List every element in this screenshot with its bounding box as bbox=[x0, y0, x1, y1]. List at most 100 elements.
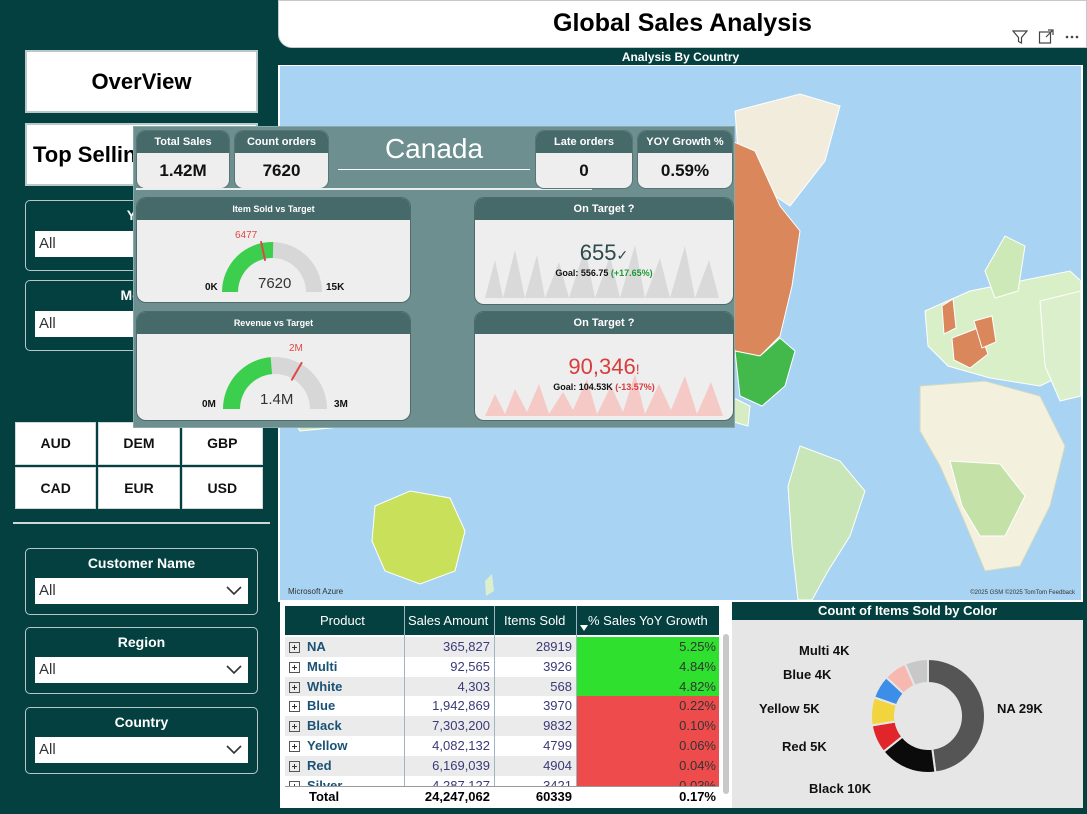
table-row[interactable]: Red 6,169,039 4904 0.04% bbox=[285, 755, 719, 776]
expand-icon[interactable] bbox=[289, 642, 300, 653]
table-header: Product Sales Amount Items Sold % Sales … bbox=[285, 606, 719, 635]
donut-label-black: Black 10K bbox=[809, 781, 872, 796]
table-scrollbar[interactable] bbox=[723, 634, 729, 794]
total-growth: 0.17% bbox=[679, 789, 716, 804]
focus-mode-icon[interactable] bbox=[1038, 29, 1054, 45]
revenue-gauge-value: 1.4M bbox=[260, 391, 294, 408]
map-germany bbox=[973, 315, 997, 349]
revenue-gauge-target: 2M bbox=[289, 343, 303, 354]
kpi-total-sales-value: 1.42M bbox=[159, 161, 207, 180]
items-on-target-line: 655✓ bbox=[475, 240, 733, 266]
currency-aud-button[interactable]: AUD bbox=[15, 422, 97, 465]
column-divider bbox=[494, 606, 495, 806]
revenue-on-target-value: 90,346 bbox=[568, 354, 636, 379]
tooltip-country-name: Canada bbox=[384, 133, 484, 164]
donut-chart[interactable] bbox=[732, 620, 1083, 808]
more-options-icon[interactable] bbox=[1064, 29, 1080, 45]
donut-title: Count of Items Sold by Color bbox=[732, 602, 1083, 620]
region-label: Region bbox=[117, 634, 166, 650]
expand-icon[interactable] bbox=[289, 701, 300, 713]
donut-label-yellow: Yellow 5K bbox=[759, 701, 820, 716]
kpi-yoy-growth-label: YOY Growth % bbox=[638, 131, 732, 153]
map-south-america bbox=[787, 445, 866, 600]
product-table: Product Sales Amount Items Sold % Sales … bbox=[280, 602, 732, 808]
kpi-late-orders-label: Late orders bbox=[536, 131, 632, 153]
currency-eur-button[interactable]: EUR bbox=[98, 466, 180, 509]
expand-icon[interactable] bbox=[289, 721, 300, 733]
donut-label-multi: Multi 4K bbox=[799, 643, 850, 658]
sales-amount: 92,565 bbox=[450, 658, 490, 674]
currency-gbp-button[interactable]: GBP bbox=[181, 422, 263, 465]
items-on-target-card: On Target ? 655✓ Goal: 556.75 (+17.65%) bbox=[474, 197, 734, 305]
sales-amount: 4,303 bbox=[457, 678, 490, 694]
filter-icon[interactable] bbox=[1011, 29, 1029, 45]
items-sold: 28919 bbox=[535, 639, 572, 654]
currency-cad-button[interactable]: CAD bbox=[15, 466, 97, 509]
country-dropdown[interactable]: All bbox=[35, 737, 248, 763]
currency-usd-button[interactable]: USD bbox=[181, 466, 263, 509]
expand-icon[interactable] bbox=[289, 760, 300, 772]
revenue-on-target-card: On Target ? 90,346! Goal: 104.53K (-13.5… bbox=[474, 311, 734, 421]
kpi-yoy-growth-value: 0.59% bbox=[660, 161, 710, 180]
expand-icon[interactable] bbox=[289, 741, 300, 752]
sales-amount: 1,942,869 bbox=[432, 698, 490, 714]
check-icon: ✓ bbox=[616, 247, 629, 263]
table-row[interactable]: Black 7,303,200 9832 0.10% bbox=[285, 716, 719, 736]
kpi-total-sales: Total Sales 1.42M bbox=[136, 130, 230, 189]
items-sold: 4799 bbox=[543, 738, 572, 753]
revenue-goal-text: Goal: 104.53K bbox=[553, 382, 613, 392]
table-row[interactable]: NA 365,827 28919 5.25% bbox=[285, 637, 719, 657]
total-items: 60339 bbox=[535, 789, 572, 804]
items-sold: 9832 bbox=[543, 718, 572, 734]
product-name: Multi bbox=[307, 658, 338, 674]
table-row[interactable]: Multi 92,565 3926 4.84% bbox=[285, 656, 719, 677]
revenue-gauge-card: Revenue vs Target 2M 1.4M 0M 3M bbox=[136, 311, 411, 421]
revenue-gauge-min: 0M bbox=[202, 399, 216, 410]
yoy-growth: 0.06% bbox=[577, 736, 719, 756]
yoy-growth: 4.82% bbox=[577, 676, 719, 697]
donut-slice-na[interactable] bbox=[927, 657, 986, 774]
yoy-growth: 0.10% bbox=[577, 716, 719, 736]
col-items-sold[interactable]: Items Sold bbox=[504, 613, 566, 628]
sort-desc-icon[interactable] bbox=[579, 624, 589, 632]
table-row[interactable]: White 4,303 568 4.82% bbox=[285, 676, 719, 697]
items-gauge-max: 15K bbox=[326, 282, 345, 293]
currency-dem-button[interactable]: DEM bbox=[98, 422, 180, 465]
col-sales-amount[interactable]: Sales Amount bbox=[408, 613, 489, 628]
country-value: All bbox=[39, 741, 56, 758]
country-tooltip: Total Sales 1.42M Count orders 7620 Cana… bbox=[133, 126, 735, 428]
customer-name-dropdown[interactable]: All bbox=[35, 578, 248, 604]
kpi-count-orders: Count orders 7620 bbox=[234, 130, 329, 189]
region-dropdown[interactable]: All bbox=[35, 657, 248, 683]
customer-name-label: Customer Name bbox=[87, 555, 196, 571]
map-attribution-left: Microsoft Azure bbox=[288, 587, 344, 596]
items-sold: 568 bbox=[550, 678, 572, 694]
items-gauge-target: 6477 bbox=[235, 230, 258, 241]
chevron-down-icon bbox=[226, 745, 242, 755]
revenue-gauge-fill bbox=[223, 357, 273, 409]
col-product[interactable]: Product bbox=[320, 613, 365, 628]
table-row[interactable]: Yellow 4,082,132 4799 0.06% bbox=[285, 736, 719, 756]
overview-button[interactable]: OverView bbox=[25, 50, 258, 113]
country-label: Country bbox=[114, 714, 169, 730]
sales-amount: 365,827 bbox=[443, 639, 490, 654]
yoy-growth: 5.25% bbox=[577, 637, 719, 657]
color-donut-panel: Count of Items Sold by Color NA 29K Blac… bbox=[732, 602, 1083, 808]
donut-label-na: NA 29K bbox=[997, 701, 1043, 716]
col-yoy-growth[interactable]: % Sales YoY Growth bbox=[588, 613, 708, 628]
expand-icon[interactable] bbox=[289, 661, 300, 673]
map-australia bbox=[371, 490, 466, 585]
kpi-late-orders: Late orders 0 bbox=[535, 130, 633, 189]
visual-header-icons bbox=[1011, 29, 1080, 45]
chevron-down-icon bbox=[226, 665, 242, 675]
table-row[interactable]: Blue 1,942,869 3970 0.22% bbox=[285, 696, 719, 717]
items-goal: Goal: 556.75 (+17.65%) bbox=[475, 268, 733, 278]
kpi-total-sales-label: Total Sales bbox=[137, 131, 229, 153]
column-divider bbox=[404, 606, 405, 806]
donut-slice-other[interactable] bbox=[903, 657, 929, 688]
map-attribution-right[interactable]: ©2025 GSM ©2025 TomTom Feedback bbox=[970, 590, 1075, 596]
items-sold: 4904 bbox=[543, 757, 572, 773]
items-gauge bbox=[222, 240, 322, 292]
map-title: Analysis By Country bbox=[278, 49, 1083, 65]
expand-icon[interactable] bbox=[289, 681, 300, 693]
